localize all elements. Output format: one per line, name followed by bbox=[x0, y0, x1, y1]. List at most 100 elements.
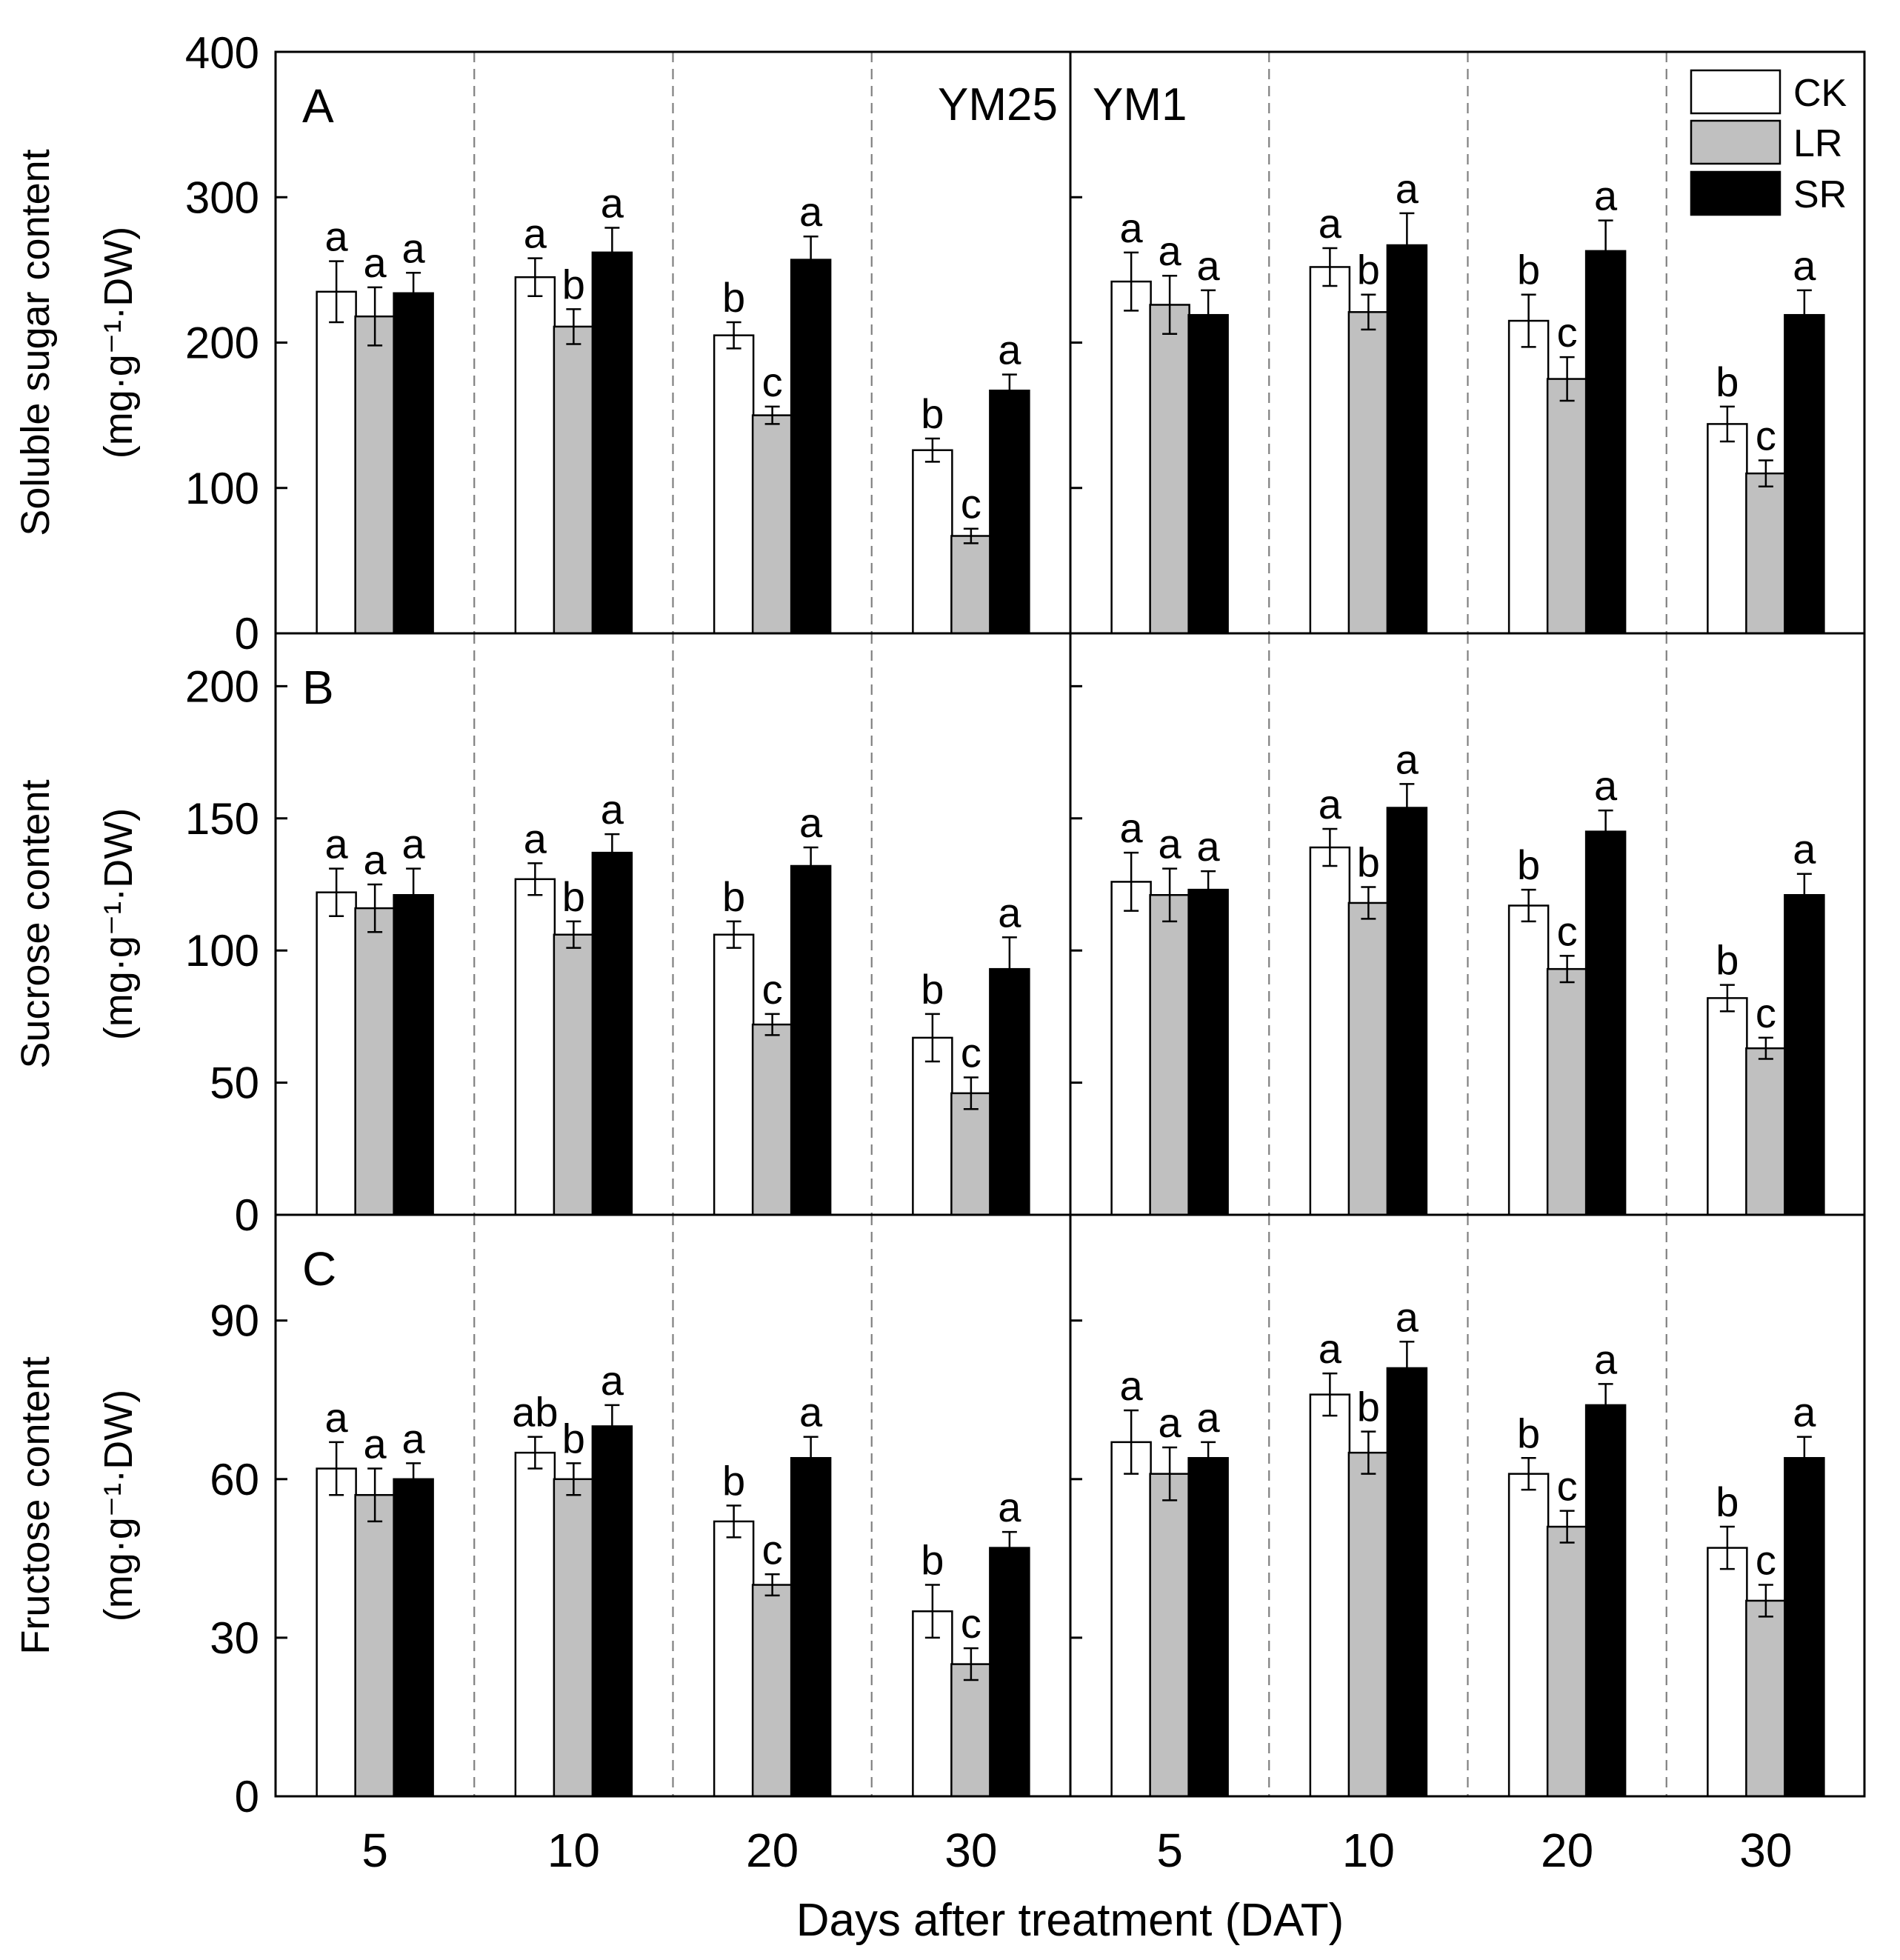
significance-letter: ab bbox=[512, 1389, 558, 1436]
significance-letter: a bbox=[1793, 826, 1816, 873]
significance-letter: a bbox=[325, 821, 349, 867]
significance-letter: b bbox=[562, 1415, 585, 1461]
bar-LR-B-YM1-30 bbox=[1745, 1047, 1787, 1216]
significance-letter: a bbox=[799, 188, 823, 235]
ytick-label: 0 bbox=[235, 1772, 259, 1821]
significance-letter: a bbox=[364, 1421, 387, 1467]
legend-label-LR: LR bbox=[1793, 122, 1842, 165]
cultivar-label-ym25: YM25 bbox=[938, 79, 1058, 130]
significance-letter: a bbox=[402, 1415, 426, 1461]
bar-LR-C-YM25-10 bbox=[553, 1478, 595, 1798]
xtick-label: 20 bbox=[746, 1824, 799, 1877]
panel-letter: B bbox=[302, 661, 334, 714]
significance-letter: a bbox=[1396, 736, 1419, 782]
significance-letter: c bbox=[1557, 1463, 1578, 1510]
bar-LR-A-YM1-30 bbox=[1745, 472, 1787, 635]
xtick-label: 10 bbox=[1342, 1824, 1395, 1877]
significance-letter: a bbox=[325, 1394, 349, 1441]
significance-letter: b bbox=[1716, 937, 1739, 984]
significance-letter: a bbox=[325, 213, 349, 260]
significance-letter: a bbox=[1396, 165, 1419, 212]
bar-CK-B-YM25-30 bbox=[912, 1036, 953, 1216]
significance-letter: a bbox=[524, 210, 547, 257]
bar-LR-B-YM1-20 bbox=[1546, 967, 1588, 1216]
significance-letter: a bbox=[402, 224, 426, 271]
bar-LR-C-YM25-30 bbox=[950, 1663, 992, 1798]
significance-letter: c bbox=[1557, 309, 1578, 356]
bar-LR-B-YM25-10 bbox=[553, 933, 595, 1216]
bar-LR-C-YM1-5 bbox=[1149, 1473, 1190, 1798]
ytick-label: 30 bbox=[210, 1613, 259, 1663]
bar-SR-C-YM1-20 bbox=[1584, 1404, 1627, 1798]
panel-letter: A bbox=[302, 79, 334, 133]
significance-letter: a bbox=[1159, 227, 1182, 274]
significance-letter: b bbox=[722, 274, 745, 321]
significance-letter: a bbox=[998, 1484, 1021, 1530]
x-axis-label: Days after treatment (DAT) bbox=[796, 1895, 1344, 1946]
bar-LR-A-YM1-10 bbox=[1347, 311, 1390, 635]
bar-CK-A-YM25-10 bbox=[514, 276, 556, 635]
xtick-label: 10 bbox=[547, 1824, 600, 1877]
ytick-label: 300 bbox=[185, 173, 259, 222]
bar-CK-B-YM1-10 bbox=[1309, 846, 1351, 1216]
significance-letter: a bbox=[1120, 204, 1144, 251]
bar-SR-C-YM25-30 bbox=[989, 1547, 1030, 1798]
legend-swatch-SR bbox=[1690, 170, 1781, 216]
bar-SR-C-YM1-30 bbox=[1784, 1457, 1825, 1798]
significance-letter: c bbox=[1756, 990, 1776, 1036]
bar-SR-A-YM1-20 bbox=[1584, 250, 1627, 635]
significance-letter: a bbox=[601, 179, 624, 226]
bar-CK-B-YM1-30 bbox=[1707, 997, 1748, 1216]
legend-swatch-CK bbox=[1690, 69, 1781, 115]
significance-letter: b bbox=[1716, 1479, 1739, 1525]
bar-CK-C-YM25-10 bbox=[514, 1451, 556, 1798]
significance-letter: a bbox=[1319, 1325, 1342, 1372]
significance-letter: a bbox=[524, 815, 547, 861]
bar-CK-B-YM25-20 bbox=[713, 933, 755, 1216]
bar-CK-B-YM25-10 bbox=[514, 878, 556, 1216]
bar-SR-A-YM25-5 bbox=[393, 292, 434, 635]
significance-letter: a bbox=[364, 836, 387, 883]
bar-SR-B-YM1-20 bbox=[1584, 830, 1627, 1216]
ytick-label: 0 bbox=[235, 1190, 259, 1240]
significance-letter: c bbox=[1756, 412, 1776, 459]
ytick-label: 100 bbox=[185, 926, 259, 976]
significance-letter: c bbox=[961, 1029, 981, 1076]
significance-letter: a bbox=[1793, 242, 1816, 289]
significance-letter: b bbox=[562, 261, 585, 307]
ytick-label: 150 bbox=[185, 794, 259, 844]
bar-SR-C-YM25-20 bbox=[790, 1457, 832, 1798]
ytick-label: 90 bbox=[210, 1296, 259, 1346]
significance-letter: a bbox=[1159, 821, 1182, 867]
significance-letter: c bbox=[961, 1600, 981, 1647]
significance-letter: b bbox=[1357, 247, 1380, 293]
significance-letter: a bbox=[364, 239, 387, 286]
bar-CK-C-YM1-30 bbox=[1707, 1547, 1748, 1798]
bar-CK-A-YM25-5 bbox=[316, 290, 357, 635]
significance-letter: a bbox=[1594, 762, 1618, 809]
significance-letter: a bbox=[1793, 1389, 1816, 1436]
bar-LR-C-YM25-20 bbox=[751, 1584, 793, 1798]
bar-SR-A-YM25-20 bbox=[790, 259, 832, 635]
bar-SR-B-YM1-30 bbox=[1784, 894, 1825, 1216]
ytick-label: 0 bbox=[235, 609, 259, 659]
y-axis-label: Sucrose content bbox=[13, 779, 58, 1068]
significance-letter: b bbox=[1517, 841, 1540, 888]
significance-letter: c bbox=[762, 966, 783, 1013]
bar-SR-A-YM1-10 bbox=[1386, 244, 1428, 635]
bar-SR-B-YM25-20 bbox=[790, 864, 832, 1216]
bar-LR-C-YM1-30 bbox=[1745, 1599, 1787, 1798]
bar-SR-B-YM25-10 bbox=[591, 851, 633, 1216]
bar-LR-C-YM1-10 bbox=[1347, 1451, 1390, 1798]
bar-SR-B-YM1-5 bbox=[1187, 888, 1229, 1216]
significance-letter: a bbox=[1120, 804, 1144, 851]
y-axis-label: Fructose content bbox=[13, 1356, 58, 1654]
significance-letter: b bbox=[921, 1537, 944, 1584]
bar-LR-A-YM25-10 bbox=[553, 325, 595, 635]
bar-LR-A-YM25-30 bbox=[950, 535, 992, 635]
bar-CK-A-YM1-30 bbox=[1707, 423, 1748, 635]
ytick-label: 200 bbox=[185, 661, 259, 711]
bar-CK-A-YM1-10 bbox=[1309, 266, 1351, 635]
significance-letter: a bbox=[1197, 242, 1221, 289]
significance-letter: b bbox=[1716, 359, 1739, 405]
